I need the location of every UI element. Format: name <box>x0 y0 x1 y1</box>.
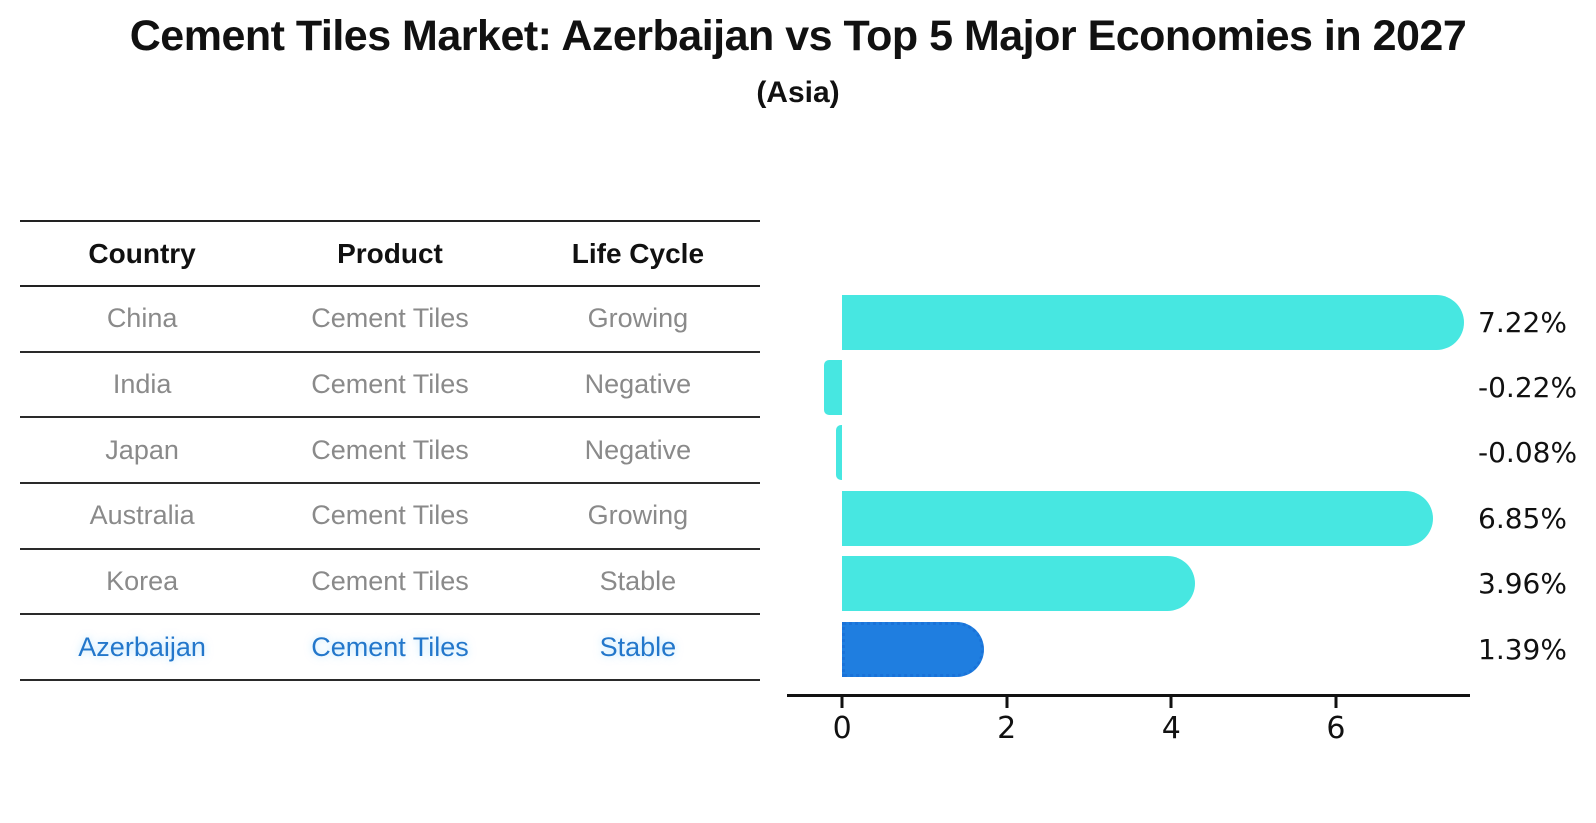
value-label-azerbaijan: 1.39% <box>1478 632 1567 666</box>
x-tick-label-6: 6 <box>1326 711 1346 746</box>
x-axis-line <box>787 694 1470 697</box>
product-cell: Cement Tiles <box>311 434 469 465</box>
life-cycle-cell: Negative <box>584 434 692 465</box>
value-label-japan: -0.08% <box>1478 436 1578 470</box>
country-cell: Japan <box>105 434 179 465</box>
table-row-india: India Cement Tiles Negative <box>20 353 760 419</box>
bar-japan <box>835 425 843 481</box>
life-cycle-cell: Growing <box>587 303 689 334</box>
table-row-korea: Korea Cement Tiles Stable <box>20 550 760 616</box>
x-axis-ticks: 0 2 4 6 <box>787 697 1470 757</box>
product-cell: Cement Tiles <box>311 369 469 400</box>
life-cycle-cell: Stable <box>599 631 677 662</box>
x-tick-mark-0 <box>840 697 844 708</box>
value-label-korea: 3.96% <box>1478 567 1567 601</box>
product-cell: Cement Tiles <box>311 566 469 597</box>
table-header-row: Country Product Life Cycle <box>20 222 760 287</box>
product-cell: Cement Tiles <box>311 303 469 334</box>
bar-plot-area <box>787 290 1470 694</box>
x-tick-label-2: 2 <box>997 711 1017 746</box>
country-cell: Azerbaijan <box>78 631 206 662</box>
table-header-lifecycle: Life Cycle <box>571 237 705 269</box>
bar-value-labels: 7.22% -0.22% -0.08% 6.85% 3.96% 1.39% <box>1478 0 1596 823</box>
table-row-china: China Cement Tiles Growing <box>20 287 760 353</box>
life-cycle-cell: Negative <box>584 369 692 400</box>
life-cycle-cell: Growing <box>587 500 689 531</box>
x-tick-mark-4 <box>1169 697 1173 708</box>
product-cell: Cement Tiles <box>311 500 469 531</box>
country-cell: Australia <box>89 500 195 531</box>
bar-azerbaijan <box>842 621 984 677</box>
chart-subtitle: (Asia) <box>756 76 840 109</box>
life-cycle-cell: Stable <box>599 566 677 597</box>
x-tick-mark-2 <box>1005 697 1009 708</box>
table-row-azerbaijan: Azerbaijan Cement Tiles Stable <box>20 615 760 682</box>
table-row-japan: Japan Cement Tiles Negative <box>20 418 760 485</box>
country-table: Country Product Life Cycle China Cement T… <box>20 220 760 682</box>
value-label-china: 7.22% <box>1478 305 1567 339</box>
country-cell: China <box>106 303 178 334</box>
product-cell: Cement Tiles <box>311 631 469 662</box>
country-cell: India <box>112 369 172 400</box>
bar-china <box>842 294 1464 350</box>
table-header-product: Product <box>337 237 443 269</box>
table-row-australia: Australia Cement Tiles Growing <box>20 484 760 550</box>
table-header-country: Country <box>88 237 196 269</box>
bar-korea <box>842 556 1196 612</box>
x-tick-label-0: 0 <box>832 711 852 746</box>
table-body: China Cement Tiles Growing India Cement Tile… <box>20 287 760 682</box>
x-tick-mark-6 <box>1334 697 1338 708</box>
bar-india <box>824 359 843 415</box>
value-label-india: -0.22% <box>1478 370 1578 404</box>
x-tick-label-4: 4 <box>1161 711 1181 746</box>
value-label-australia: 6.85% <box>1478 501 1567 535</box>
bar-australia <box>842 490 1434 546</box>
country-cell: Korea <box>106 566 179 597</box>
chart-title: Cement Tiles Market: Azerbaijan vs Top 5… <box>129 12 1467 60</box>
